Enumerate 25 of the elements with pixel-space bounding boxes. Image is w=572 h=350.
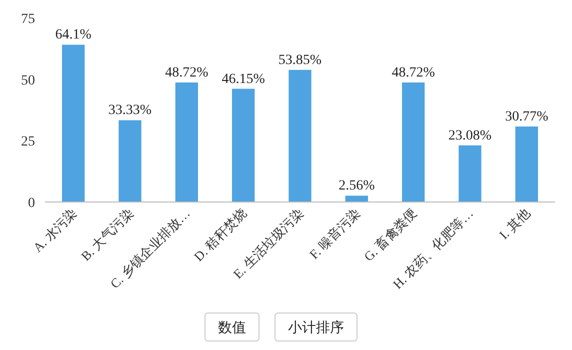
data-label: 46.15% — [222, 72, 266, 87]
data-label: 2.56% — [338, 178, 376, 194]
bar — [345, 196, 368, 202]
bar — [175, 82, 198, 202]
bar — [458, 145, 482, 202]
bar — [402, 82, 425, 202]
x-tick-label: I. 其他 — [496, 206, 533, 242]
data-label: 33.33% — [108, 103, 152, 118]
bar — [118, 120, 142, 202]
y-tick-label: 50 — [21, 73, 35, 88]
data-label: 30.77% — [505, 110, 549, 125]
data-label: 48.72% — [165, 65, 209, 80]
data-label: 23.08% — [448, 128, 492, 144]
bar — [288, 70, 312, 202]
text: 数值 — [218, 320, 246, 336]
data-label: 64.1% — [55, 28, 92, 43]
bar — [232, 88, 255, 202]
x-tick-label: F. 噪音污染 — [306, 206, 363, 262]
bar — [515, 126, 538, 202]
y-tick-label: 25 — [21, 134, 35, 150]
text: 小计排序 — [288, 320, 344, 336]
y-tick-label: 75 — [21, 12, 35, 27]
data-label: 53.85% — [278, 52, 322, 68]
data-label: 48.72% — [392, 65, 436, 80]
bar — [62, 44, 85, 202]
